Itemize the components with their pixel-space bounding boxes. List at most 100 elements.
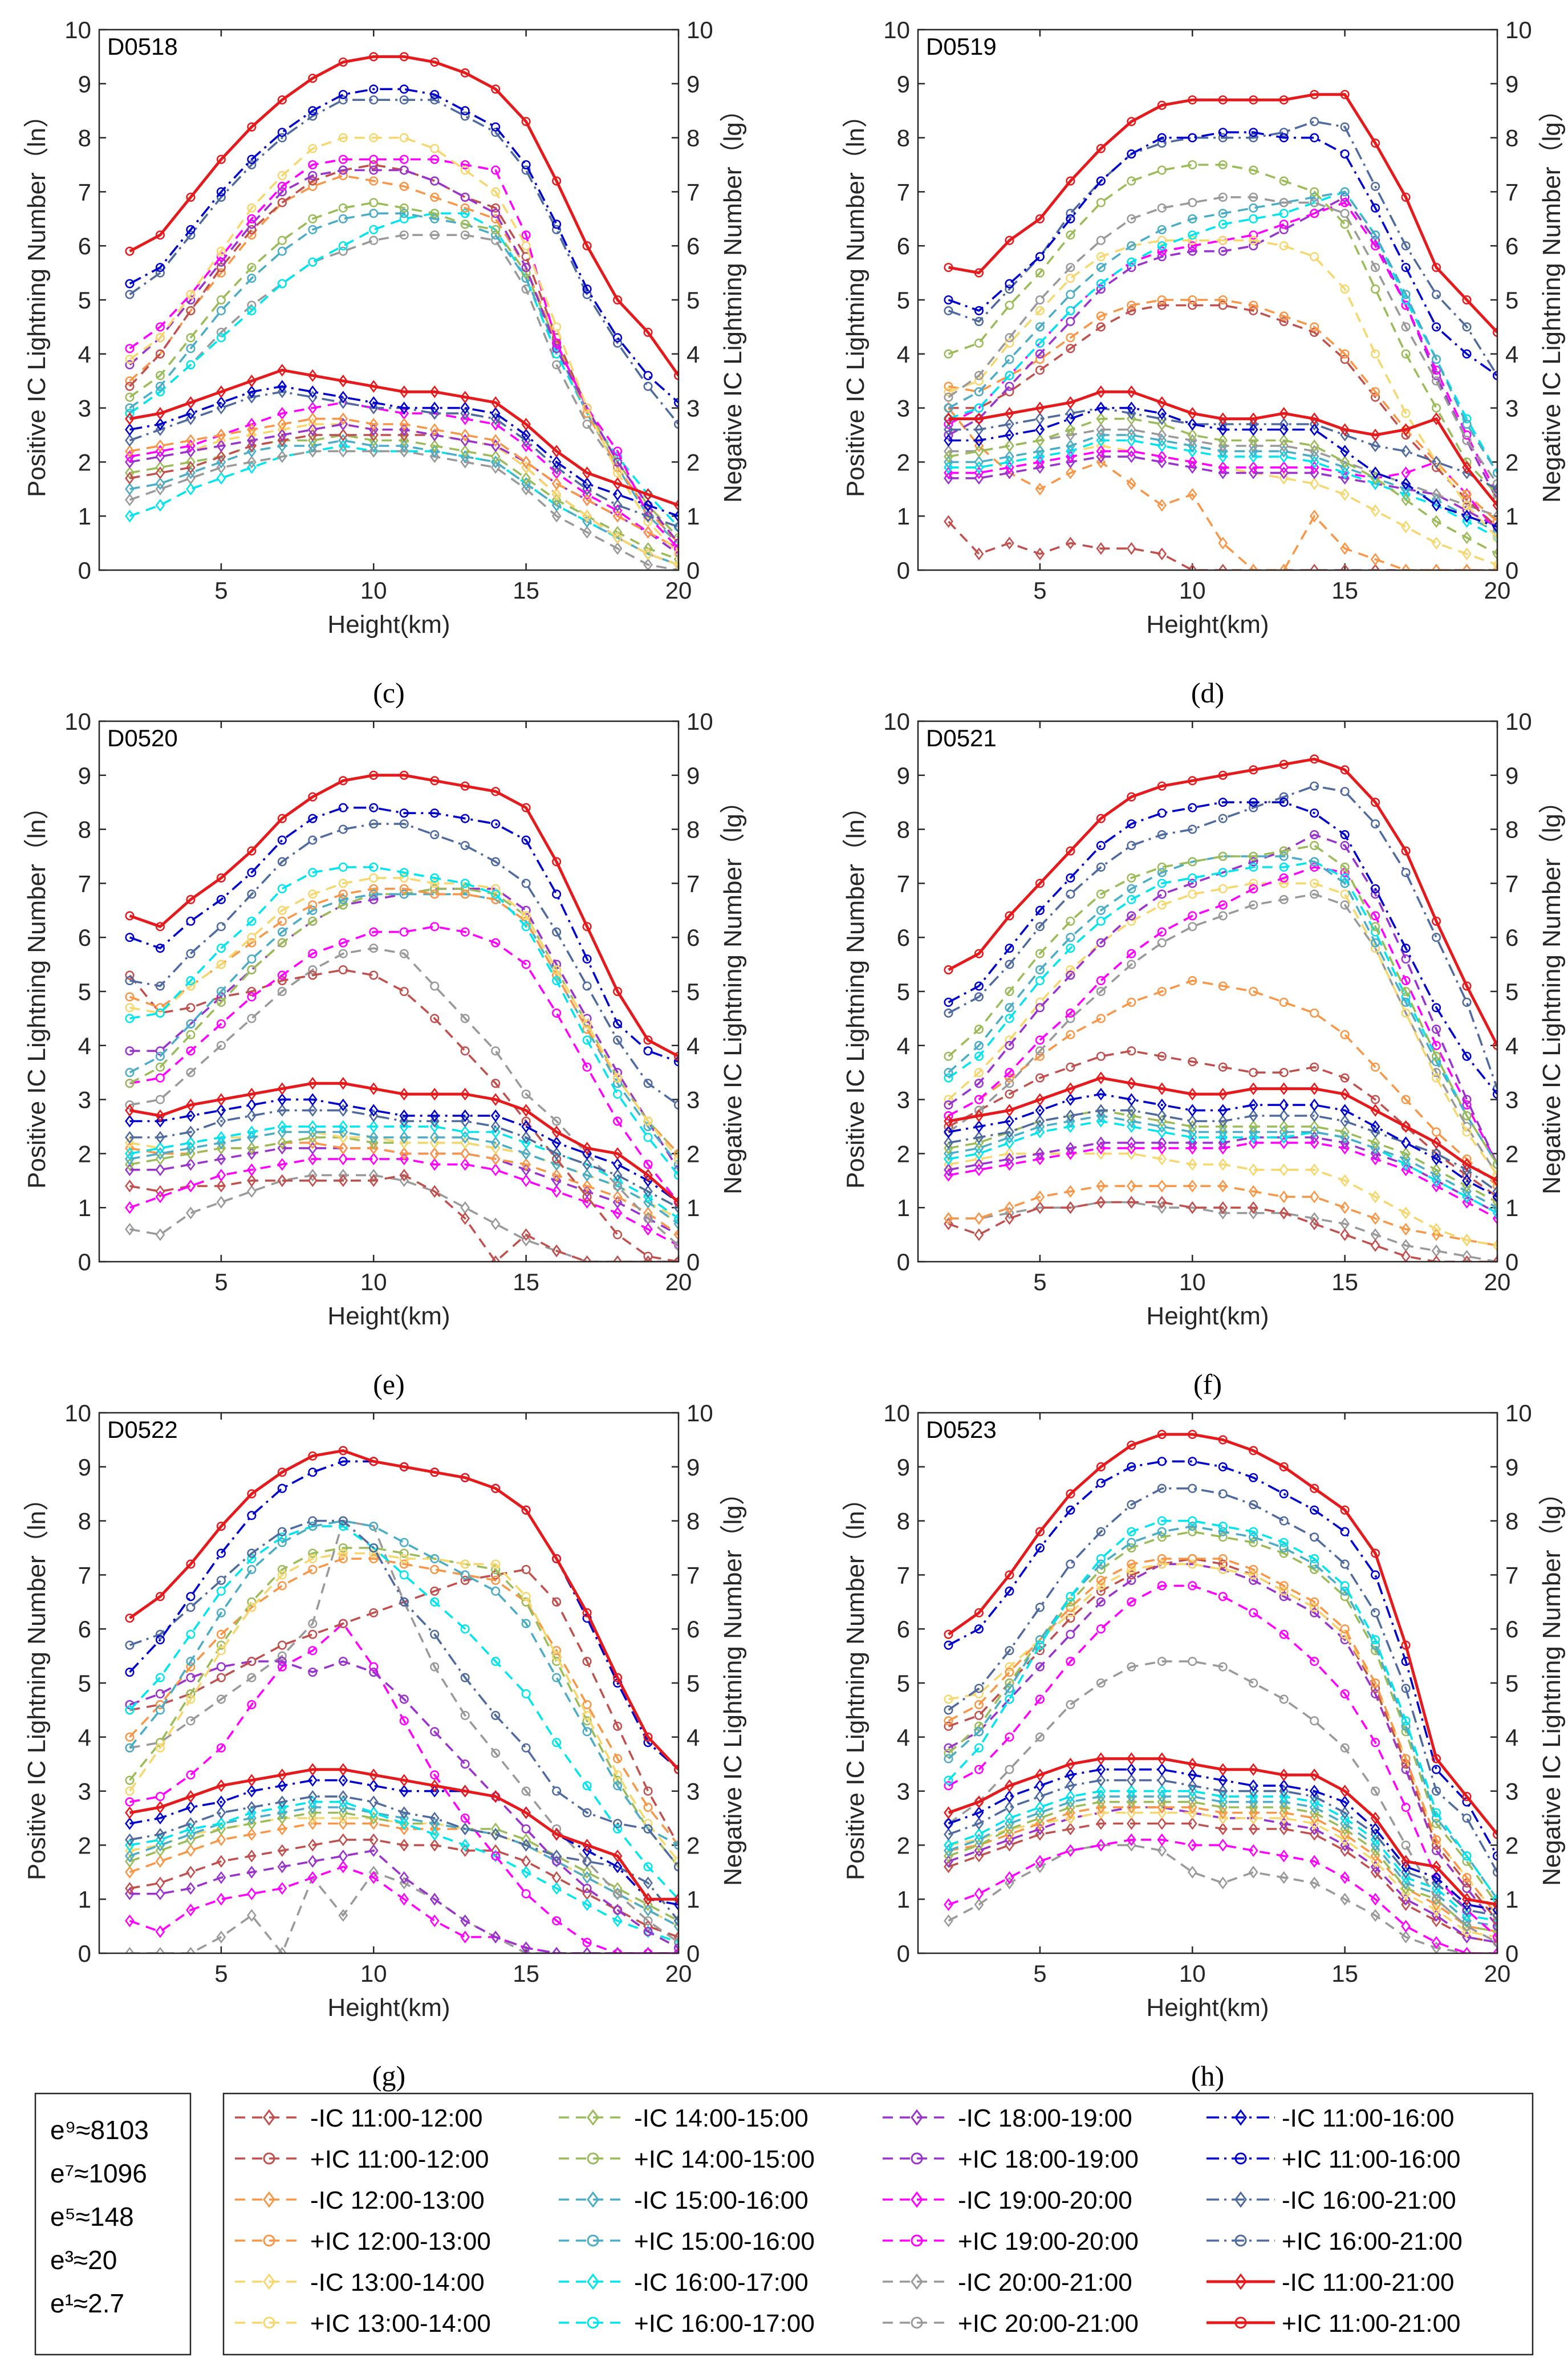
data-point	[1401, 322, 1411, 332]
data-point	[1218, 868, 1228, 877]
data-point	[1096, 975, 1106, 986]
data-point	[307, 1774, 318, 1787]
data-point	[974, 471, 984, 485]
data-point	[673, 1100, 679, 1110]
series-line--ic-11-00-21-00	[948, 1076, 1497, 1182]
data-point	[216, 1694, 226, 1704]
data-point	[643, 1132, 653, 1143]
data-point	[613, 1905, 623, 1915]
data-point	[1462, 295, 1472, 305]
data-point	[1492, 1160, 1497, 1169]
data-point	[430, 155, 440, 164]
data-point	[552, 1008, 562, 1018]
data-point	[399, 1169, 409, 1182]
series-line--ic-11-00-16-00	[129, 88, 679, 404]
data-point	[369, 873, 379, 883]
data-point	[673, 1930, 679, 1944]
data-point	[429, 1109, 440, 1123]
data-point	[186, 466, 196, 479]
data-point	[552, 219, 562, 229]
data-point	[186, 1592, 196, 1601]
data-point	[1370, 1147, 1380, 1160]
data-point	[1096, 814, 1106, 823]
data-point	[974, 456, 984, 469]
series-line--ic-11-00-16-00	[948, 1768, 1497, 1911]
data-point	[277, 364, 287, 377]
data-point	[460, 1914, 470, 1928]
data-point	[368, 1779, 379, 1792]
data-point	[1249, 133, 1258, 143]
data-point	[246, 456, 257, 469]
data-point	[1096, 905, 1106, 915]
data-point	[944, 306, 953, 316]
data-point	[430, 95, 440, 105]
data-point	[1340, 471, 1350, 485]
data-point	[247, 1673, 257, 1682]
data-point	[1005, 1684, 1014, 1693]
data-point	[1279, 1098, 1289, 1112]
data-point	[1126, 1752, 1136, 1765]
data-point	[1096, 263, 1106, 273]
y-tick-label-left: 10	[64, 708, 91, 735]
data-point	[490, 417, 501, 431]
data-point	[338, 1811, 348, 1825]
series-line--ic-16-00-17-00	[948, 190, 1497, 474]
data-point	[1340, 542, 1350, 555]
data-point	[1279, 466, 1289, 479]
data-point	[491, 787, 501, 796]
data-point	[1249, 235, 1258, 245]
data-point	[155, 439, 165, 453]
data-point	[1248, 1844, 1258, 1857]
data-point	[155, 1131, 165, 1144]
data-point	[613, 1770, 623, 1780]
data-point	[430, 192, 440, 202]
data-point	[125, 911, 135, 921]
data-point	[1370, 466, 1380, 479]
data-point	[944, 1898, 953, 1911]
data-point	[1187, 1201, 1197, 1214]
data-point	[307, 412, 318, 425]
data-point	[974, 1828, 984, 1841]
data-point	[125, 1180, 135, 1193]
data-point	[338, 1774, 348, 1787]
legend-swatch-marker	[587, 2316, 599, 2329]
data-point	[1401, 1860, 1411, 1873]
data-point	[1310, 1062, 1319, 1072]
data-point	[1187, 1131, 1197, 1144]
data-point	[1431, 1876, 1441, 1889]
data-point	[1310, 90, 1319, 99]
y-tick-label-left: 6	[897, 233, 910, 259]
data-point	[1065, 1093, 1075, 1106]
legend-item: -IC 20:00-21:00	[883, 2269, 1132, 2296]
data-point	[490, 1109, 501, 1123]
data-point	[1401, 1754, 1411, 1763]
data-point	[613, 1073, 623, 1083]
series-line--ic-11-00-12-00	[948, 521, 1497, 570]
data-point	[1187, 434, 1197, 447]
data-point	[944, 1100, 953, 1110]
y-tick-label-left: 8	[897, 125, 910, 152]
legend-item: -IC 11:00-21:00	[1207, 2269, 1454, 2296]
data-point	[1492, 1909, 1497, 1922]
data-point	[1370, 1120, 1380, 1133]
data-point	[1492, 490, 1497, 499]
y-tick-label-right: 0	[1505, 1940, 1518, 1967]
data-point	[613, 1116, 623, 1126]
data-point	[1462, 1100, 1472, 1110]
data-point	[1005, 1822, 1014, 1836]
y-tick-label-left: 1	[897, 1194, 910, 1221]
data-point	[1187, 1180, 1197, 1193]
data-point	[460, 889, 470, 899]
data-point	[1248, 1822, 1258, 1836]
data-point	[1188, 803, 1197, 812]
data-point	[643, 1946, 653, 1953]
data-point	[277, 95, 287, 105]
data-point	[1401, 241, 1411, 251]
data-point	[1432, 1051, 1441, 1061]
y-tick-label-right: 0	[1505, 557, 1518, 584]
data-point	[1126, 1180, 1136, 1193]
data-point	[613, 468, 623, 478]
data-point	[1096, 1136, 1106, 1149]
y-tick-label-right: 0	[686, 557, 700, 584]
data-point	[369, 862, 379, 872]
